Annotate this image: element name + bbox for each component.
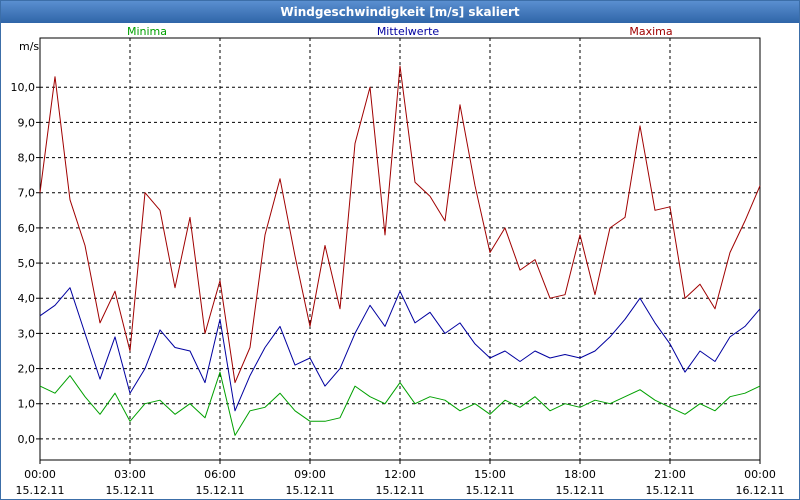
series-line-maxima: [39, 65, 761, 384]
y-tick-label: 9,0: [18, 116, 36, 129]
x-tick-date: 15.12.11: [196, 484, 245, 497]
x-tick-date: 15.12.11: [646, 484, 695, 497]
x-tick-date: 15.12.11: [286, 484, 335, 497]
x-tick-date: 15.12.11: [16, 484, 65, 497]
y-axis-ticks: 0,0 1,0 2,0 3,0 4,0 5,0 6,0 7,0 8,0 9,0 10,0: [11, 81, 40, 446]
x-tick-time: 00:00: [24, 468, 56, 481]
x-tick-time: 18:00: [564, 468, 596, 481]
legend-entry-mittelwerte: Mittelwerte: [377, 25, 440, 38]
x-tick-date: 15.12.11: [556, 484, 605, 497]
y-tick-label: 0,0: [18, 433, 36, 446]
x-tick-time: 00:00: [744, 468, 776, 481]
y-tick-label: 3,0: [18, 327, 36, 340]
x-tick-time: 12:00: [384, 468, 416, 481]
x-tick-date: 15.12.11: [106, 484, 155, 497]
x-tick-date: 15.12.11: [466, 484, 515, 497]
y-tick-label: 6,0: [18, 222, 36, 235]
series-line-minima: [39, 371, 761, 436]
y-tick-label: 2,0: [18, 363, 36, 376]
x-tick-date: 16.12.11: [736, 484, 785, 497]
x-tick-time: 03:00: [114, 468, 146, 481]
x-tick-time: 15:00: [474, 468, 506, 481]
x-axis-ticks: 00:00 15.12.11 03:00 15.12.11 06:00 15.12.11 0…: [16, 460, 785, 497]
x-tick-date: 15.12.11: [376, 484, 425, 497]
y-tick-label: 8,0: [18, 152, 36, 165]
chart-title: Windgeschwindigkeit [m/s] skaliert: [1, 1, 799, 23]
legend-entry-maxima: Maxima: [629, 25, 672, 38]
x-tick-time: 21:00: [654, 468, 686, 481]
y-axis-label: m/s: [19, 40, 39, 53]
y-tick-label: 7,0: [18, 187, 36, 200]
x-tick-time: 09:00: [294, 468, 326, 481]
x-tick-time: 06:00: [204, 468, 236, 481]
series-line-mittelwerte: [39, 287, 761, 412]
y-tick-label: 4,0: [18, 292, 36, 305]
legend: Minima Mittelwerte Maxima: [127, 25, 673, 38]
y-tick-label: 5,0: [18, 257, 36, 270]
grid-lines: [40, 38, 760, 460]
legend-entry-minima: Minima: [127, 25, 167, 38]
y-tick-label: 10,0: [11, 81, 36, 94]
series-lines: [39, 65, 761, 436]
y-tick-label: 1,0: [18, 398, 36, 411]
